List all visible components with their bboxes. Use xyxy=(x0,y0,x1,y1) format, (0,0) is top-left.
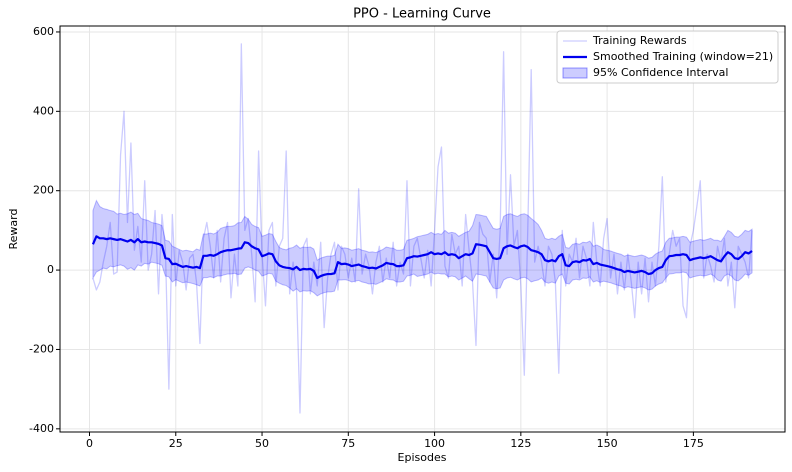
legend-label: Training Rewards xyxy=(592,34,687,47)
confidence-band xyxy=(92,199,753,297)
legend-label: Smoothed Training (window=21) xyxy=(593,50,773,63)
chart-title: PPO - Learning Curve xyxy=(353,7,491,22)
y-tick-label: -400 xyxy=(29,422,54,435)
x-tick-label: 175 xyxy=(683,437,704,450)
y-tick-label: 200 xyxy=(33,184,54,197)
x-axis-label: Episodes xyxy=(398,451,447,464)
plot xyxy=(91,43,753,414)
x-tick-label: 125 xyxy=(510,437,531,450)
x-tick-label: 50 xyxy=(255,437,269,450)
y-axis-label: Reward xyxy=(7,209,20,250)
y-tick-label: 600 xyxy=(33,25,54,38)
x-tick-label: 100 xyxy=(424,437,445,450)
x-tick-label: 150 xyxy=(597,437,618,450)
x-tick-label: 75 xyxy=(341,437,355,450)
raw-line xyxy=(92,43,753,414)
legend-label: 95% Confidence Interval xyxy=(593,66,728,79)
legend-swatch xyxy=(562,67,588,79)
legend-box xyxy=(556,30,779,84)
smoothed-line xyxy=(91,235,753,280)
y-tick-label: 400 xyxy=(33,104,54,117)
x-tick-label: 0 xyxy=(86,437,93,450)
plot-frame xyxy=(59,25,786,433)
y-tick-label: 0 xyxy=(47,263,54,276)
x-tick-label: 25 xyxy=(169,437,183,450)
y-tick-label: -200 xyxy=(29,342,54,355)
